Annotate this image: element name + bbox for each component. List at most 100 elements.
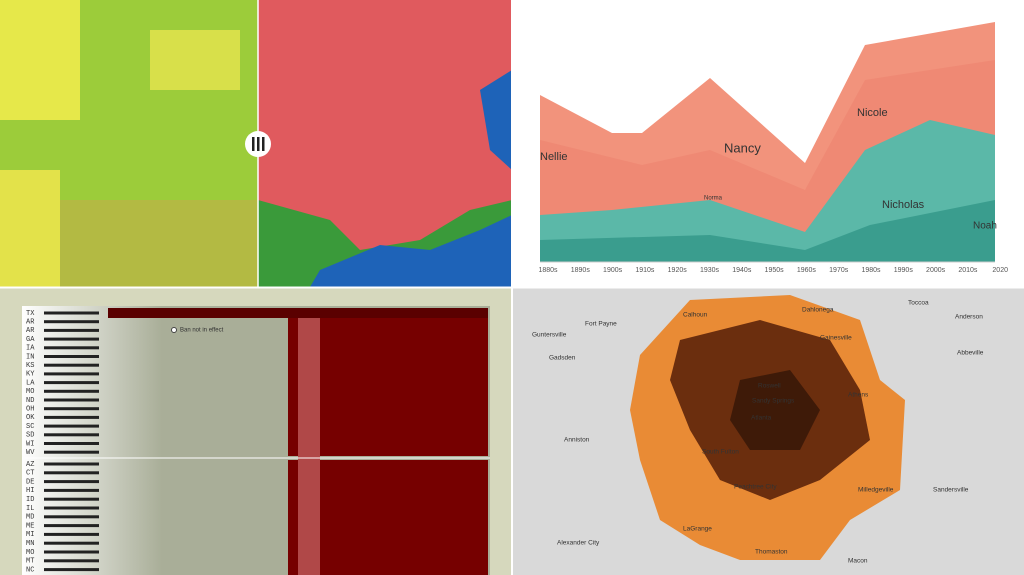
place-label: Guntersville <box>532 332 567 339</box>
place-label: Milledgeville <box>858 487 894 494</box>
place-label: Peachtree City <box>734 484 777 491</box>
series-label: Nancy <box>724 140 761 155</box>
place-label: Gainesville <box>820 335 852 342</box>
state-bar <box>44 541 99 545</box>
state-label: CT <box>26 470 34 478</box>
state-bar <box>44 442 99 445</box>
state-label: SD <box>26 432 34 440</box>
state-bar <box>44 532 99 536</box>
x-tick-label: 1900s <box>603 267 623 274</box>
place-label: Abbeville <box>957 350 984 357</box>
state-bar <box>44 433 99 437</box>
state-bar <box>44 337 99 341</box>
state-label: GA <box>26 336 35 344</box>
state-label: AZ <box>26 461 34 469</box>
state-label: ID <box>26 496 34 504</box>
place-label: LaGrange <box>683 526 712 533</box>
state-label: WI <box>26 440 34 448</box>
state-bar <box>44 480 99 484</box>
state-label: NC <box>26 566 34 574</box>
state-label: AR <box>26 327 35 335</box>
state-bar <box>44 372 99 376</box>
georgia-map <box>513 288 1024 575</box>
state-label: HI <box>26 487 34 495</box>
x-tick-label: 2010s <box>958 267 978 274</box>
x-tick-label: 1990s <box>894 267 914 274</box>
state-label: SC <box>26 423 34 431</box>
x-tick-label: 1970s <box>829 267 849 274</box>
state-label: MD <box>26 514 34 522</box>
place-label: Roswell <box>758 383 781 390</box>
state-label: ME <box>26 522 34 530</box>
state-bar <box>44 398 99 402</box>
state-label: LA <box>26 379 35 387</box>
state-label: IL <box>26 505 34 513</box>
stream-graph <box>512 0 1024 287</box>
state-label: KY <box>26 371 35 379</box>
state-bar <box>44 320 99 324</box>
x-tick-label: 2020 <box>992 267 1008 274</box>
series-label: Nellie <box>540 151 568 163</box>
state-label: IA <box>26 345 35 353</box>
state-bar <box>44 389 99 393</box>
state-label: MO <box>26 388 34 396</box>
state-bar <box>44 550 99 554</box>
series-label: Nicholas <box>882 199 925 211</box>
place-label: Sandy Springs <box>752 398 795 405</box>
x-tick-label: 1950s <box>765 267 785 274</box>
state-label: DE <box>26 478 34 486</box>
x-tick-label: 1930s <box>700 267 720 274</box>
land-map <box>0 0 512 287</box>
x-tick-label: 1890s <box>571 267 591 274</box>
state-bar <box>44 311 99 315</box>
series-label: Noah <box>973 221 997 232</box>
state-bar <box>44 328 99 332</box>
place-label: Alexander City <box>557 540 600 547</box>
place-label: South Fulton <box>702 449 739 456</box>
state-bar <box>44 355 99 358</box>
state-bar <box>44 506 99 510</box>
x-tick-label: 1880s <box>538 267 558 274</box>
state-bar <box>44 471 99 475</box>
state-label: ND <box>26 397 34 405</box>
state-bar <box>44 415 99 419</box>
x-tick-label: 1960s <box>797 267 817 274</box>
state-label: OK <box>26 414 35 422</box>
state-bar <box>44 407 99 411</box>
state-bar <box>44 524 99 528</box>
state-bar <box>44 497 99 501</box>
state-label: MI <box>26 531 34 539</box>
series-label: Nicole <box>857 107 888 119</box>
state-label: OH <box>26 406 34 414</box>
state-bar <box>44 462 99 466</box>
x-tick-label: 2000s <box>926 267 946 274</box>
state-label: MN <box>26 540 34 548</box>
state-bar <box>44 424 99 428</box>
place-label: Anniston <box>564 437 590 444</box>
state-chart <box>0 288 512 575</box>
place-label: Toccoa <box>908 300 929 307</box>
place-label: Fort Payne <box>585 321 617 328</box>
state-label: MT <box>26 558 34 566</box>
state-label: AR <box>26 319 35 327</box>
state-label: IN <box>26 353 34 361</box>
place-label: Thomaston <box>755 549 788 556</box>
state-label: MO <box>26 549 34 557</box>
state-label: TX <box>26 310 35 318</box>
place-label: Athens <box>848 392 869 399</box>
state-label: WV <box>26 449 35 457</box>
state-bar <box>44 559 99 563</box>
place-label: Anderson <box>955 314 983 321</box>
place-label: Calhoun <box>683 312 708 319</box>
state-bar <box>44 450 99 454</box>
place-label: Dahlonega <box>802 307 834 314</box>
x-tick-label: 1980s <box>861 267 881 274</box>
state-bar <box>44 488 99 492</box>
note-dot <box>171 327 177 333</box>
series-label: Norma <box>704 196 723 202</box>
x-tick-label: 1940s <box>732 267 752 274</box>
state-bar <box>44 568 99 572</box>
x-tick-label: 1910s <box>635 267 655 274</box>
